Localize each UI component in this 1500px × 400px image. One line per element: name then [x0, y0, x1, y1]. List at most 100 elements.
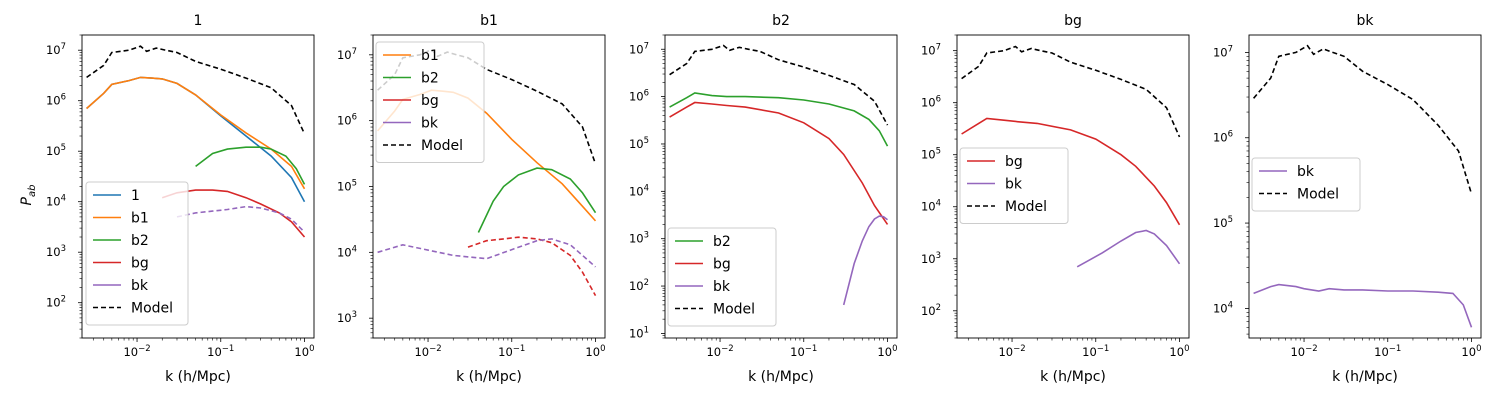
x-tick-label: 100 — [585, 344, 605, 359]
legend-label: b2 — [131, 233, 149, 249]
legend: b1 b2 bg bk Model — [375, 41, 485, 163]
series-line-bg — [669, 101, 889, 225]
y-tick-label: 104 — [46, 194, 66, 209]
legend-label: bg — [421, 93, 439, 109]
legend-label: bg — [713, 257, 731, 273]
subplot-3: 10−2 10−1 100 102 103 104 105 106 107 bg k (h/Mpc)… — [921, 13, 1190, 385]
y-tick-label: 103 — [921, 251, 941, 266]
y-tick-label: 107 — [46, 42, 66, 57]
legend: bk Model — [1251, 157, 1361, 212]
y-tick-label: 105 — [921, 147, 941, 162]
x-axis-label: k (h/Mpc) — [165, 369, 231, 385]
x-tick-label: 10−1 — [790, 344, 817, 359]
series-line-bg — [467, 236, 597, 296]
series-line-model — [377, 48, 597, 165]
y-tick-label: 103 — [337, 310, 357, 325]
y-axis-label-main: P — [19, 196, 35, 205]
subplot-title: bk — [1357, 13, 1375, 29]
x-tick-label: 10−1 — [207, 344, 234, 359]
legend-label: 1 — [131, 188, 140, 204]
axes-frame — [664, 34, 898, 339]
series-group — [669, 44, 889, 306]
subplot-2: 10−2 10−1 100 101 102 103 104 105 106 107 b2 k (h/M… — [629, 13, 898, 385]
x-tick-label: 10−2 — [1290, 344, 1317, 359]
series-line-model — [961, 45, 1181, 138]
series-line-model — [1252, 44, 1473, 195]
x-axis-label: k (h/Mpc) — [1332, 369, 1398, 385]
y-tick-label: 105 — [337, 179, 357, 194]
y-tick-label: 101 — [629, 325, 649, 340]
legend-label: Model — [1005, 199, 1047, 215]
x-tick-label: 100 — [1169, 344, 1189, 359]
legend-label: b2 — [713, 234, 731, 250]
x-tick-label: 10−2 — [123, 344, 150, 359]
y-tick-label: 106 — [337, 113, 357, 128]
y-tick-label: 104 — [337, 244, 357, 259]
legend-label: bk — [421, 116, 439, 132]
x-tick-label: 100 — [294, 344, 314, 359]
series-line-b2 — [669, 92, 889, 147]
subplot-0: 10−2 10−1 100 102 103 104 105 106 107 1 k (h/Mpc) 1… — [46, 13, 315, 385]
series-line-bk — [1253, 283, 1473, 328]
series-line-b1 — [86, 76, 306, 190]
legend-label: bg — [131, 256, 149, 272]
y-tick-label: 107 — [921, 43, 941, 58]
x-tick-label: 10−1 — [1082, 344, 1109, 359]
subplot-title: 1 — [194, 13, 203, 29]
series-line-bg — [961, 117, 1181, 226]
legend-label: bk — [1297, 164, 1315, 180]
x-tick-label: 100 — [1461, 344, 1481, 359]
series-line-bk — [842, 215, 888, 306]
legend-label: bk — [131, 278, 149, 294]
y-tick-label: 107 — [629, 41, 649, 56]
y-tick-label: 104 — [629, 183, 649, 198]
legend-label: b2 — [421, 71, 439, 87]
y-tick-label: 104 — [921, 199, 941, 214]
y-tick-label: 106 — [1213, 130, 1233, 145]
legend-box — [375, 41, 485, 163]
legend-label: bk — [713, 279, 731, 295]
series-line-b2 — [477, 167, 597, 233]
x-tick-label: 10−1 — [1374, 344, 1401, 359]
y-tick-label: 103 — [46, 244, 66, 259]
x-tick-label: 10−2 — [998, 344, 1025, 359]
y-tick-label: 106 — [921, 95, 941, 110]
series-line-bk — [176, 205, 306, 233]
y-tick-label: 102 — [46, 295, 66, 310]
legend: b2 bg bk Model — [667, 227, 777, 327]
legend: bg bk Model — [959, 147, 1069, 224]
legend-label: Model — [713, 302, 755, 318]
y-axis-label-sub: ab — [27, 185, 38, 197]
subplot-title: b1 — [480, 13, 498, 29]
y-tick-label: 102 — [921, 303, 941, 318]
series-group — [1252, 44, 1473, 328]
subplot-4: 10−2 10−1 100 104 105 106 107 bk k (h/Mpc) bk Mode… — [1213, 13, 1482, 385]
y-tick-label: 107 — [337, 47, 357, 62]
subplot-title: b2 — [772, 13, 790, 29]
x-tick-label: 10−2 — [414, 344, 441, 359]
legend-label: Model — [1297, 187, 1339, 203]
y-tick-label: 107 — [1213, 44, 1233, 59]
legend-label: bg — [1005, 154, 1023, 170]
series-line-model — [669, 44, 889, 126]
series-line-model — [86, 45, 306, 135]
y-tick-label: 104 — [1213, 300, 1233, 315]
legend-label: Model — [421, 138, 463, 154]
series-line-bk — [377, 238, 597, 268]
axes-frame — [1248, 34, 1482, 339]
legend-label: bk — [1005, 177, 1023, 193]
legend-box — [959, 147, 1069, 224]
y-tick-label: 106 — [629, 89, 649, 104]
x-axis-label: k (h/Mpc) — [748, 369, 814, 385]
axes-frame — [956, 34, 1190, 339]
y-tick-label: 105 — [46, 143, 66, 158]
series-group — [961, 45, 1181, 268]
series-line-b2 — [195, 146, 306, 185]
y-tick-label: 103 — [629, 231, 649, 246]
y-tick-label: 105 — [1213, 215, 1233, 230]
legend-label: Model — [131, 301, 173, 317]
legend-label: b1 — [421, 48, 439, 64]
